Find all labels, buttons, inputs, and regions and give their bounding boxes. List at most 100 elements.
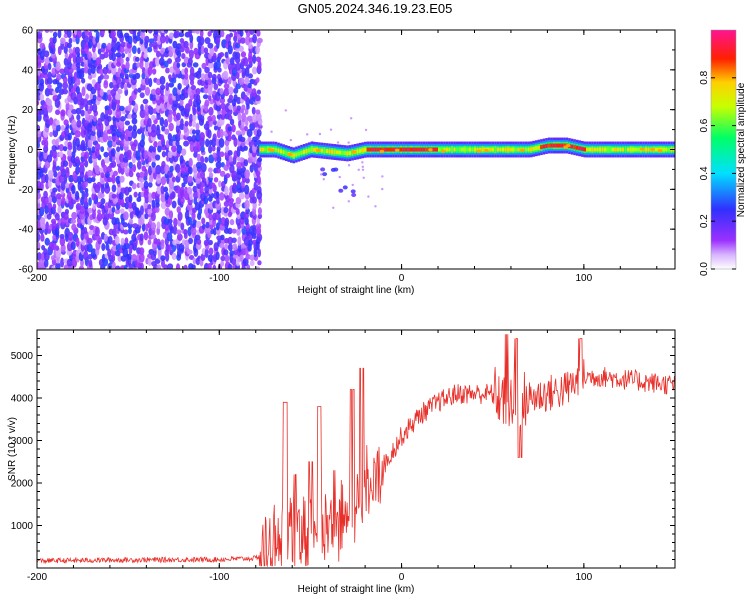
heatmap-cell [614,147,617,152]
heatmap-cell [626,147,630,152]
heatmap-cell [155,164,162,175]
heatmap-cell [229,32,234,38]
heatmap-cell [131,201,137,211]
heatmap-cell [187,249,193,255]
heatmap-cell [54,212,60,221]
heatmap-cell [333,150,336,155]
heatmap-cell [532,146,536,151]
heatmap-cell [192,257,197,265]
heatmap-cell [46,98,52,107]
heatmap-cell [39,181,44,192]
heatmap-cell [37,241,41,251]
heatmap-cell [168,50,174,58]
heatmap-cell [102,257,109,267]
heatmap-cell [90,248,97,259]
heatmap-cell [92,103,98,113]
heatmap-cell [103,233,108,242]
heatmap-cell [256,37,263,44]
heatmap-cell [114,208,121,215]
heatmap-cell [637,147,640,152]
heatmap-cell [175,67,181,75]
heatmap-cell [350,189,356,194]
heatmap-cell [257,213,263,220]
heatmap-cell [157,144,162,153]
heatmap-cell [235,62,241,71]
heatmap-cell [404,147,408,152]
heatmap-cell [192,129,196,135]
heatmap-cell [87,139,93,149]
heatmap-cell [90,134,97,142]
heatmap-cell [255,45,260,55]
spectrogram-x-tick-label: -200 [27,273,47,284]
heatmap-cell [114,235,120,245]
heatmap-cell [168,222,173,232]
heatmap-cell [287,152,293,157]
heatmap-cell [578,146,581,151]
heatmap-cell [667,147,671,152]
heatmap-cell [514,147,518,152]
spectrogram-ylabel: Frequency (Hz) [7,116,18,185]
heatmap-cell [361,165,365,168]
heatmap-cell [207,263,212,269]
heatmap-cell [650,147,655,151]
heatmap-cell [289,138,293,142]
heatmap-cell [256,89,261,95]
spectrogram-y-tick-label: 60 [22,26,34,37]
heatmap-cell [119,32,124,38]
snr-x-tick-label: 100 [576,572,593,583]
heatmap-cell [59,164,65,173]
heatmap-cell [37,220,41,230]
heatmap-cell [191,211,196,221]
heatmap-cell [200,253,206,262]
heatmap-cell [598,147,602,152]
heatmap-cell [147,182,153,188]
heatmap-cell [306,133,309,136]
heatmap-cell [312,147,316,152]
heatmap-cell [48,117,54,126]
heatmap-cell [39,42,46,50]
heatmap-cell [147,204,152,210]
colorbar-tick-label: 0.6 [699,118,710,132]
heatmap-cell [160,134,165,143]
spectrogram-y-tick-label: -40 [19,225,34,236]
heatmap-cell [476,147,479,152]
heatmap-cell [136,160,142,170]
heatmap-cell [141,132,145,142]
heatmap-cell [101,30,106,35]
heatmap-cell [156,221,161,230]
heatmap-cell [111,174,116,184]
heatmap-cell [583,147,587,152]
heatmap-cell [176,229,182,235]
heatmap-cell [159,93,165,103]
heatmap-cell [172,40,178,49]
heatmap-cell [361,161,364,164]
heatmap-cell [43,258,49,268]
heatmap-cell [62,81,69,90]
heatmap-cell [119,116,126,122]
heatmap-cell [231,237,237,244]
heatmap-cell [155,87,161,96]
heatmap-cell [172,30,177,32]
heatmap-cell [216,146,221,152]
heatmap-cell [71,223,77,231]
heatmap-cell [51,138,57,146]
heatmap-cell [64,52,69,59]
spectrogram-cells [37,30,675,269]
heatmap-cell [445,147,449,152]
heatmap-cell [501,147,505,152]
heatmap-cell [137,87,142,93]
heatmap-cell [279,149,283,154]
heatmap-cell [139,92,145,99]
heatmap-cell [196,102,201,113]
heatmap-cell [381,147,385,152]
heatmap-cell [151,93,157,102]
heatmap-cell [243,94,248,102]
heatmap-cell [259,147,262,152]
heatmap-cell [106,42,112,50]
heatmap-cell [171,176,176,183]
heatmap-cell [99,122,104,133]
snr-x-tick-label: 0 [399,572,405,583]
heatmap-cell [458,147,462,152]
heatmap-cell [219,51,225,58]
heatmap-cell [199,30,204,38]
